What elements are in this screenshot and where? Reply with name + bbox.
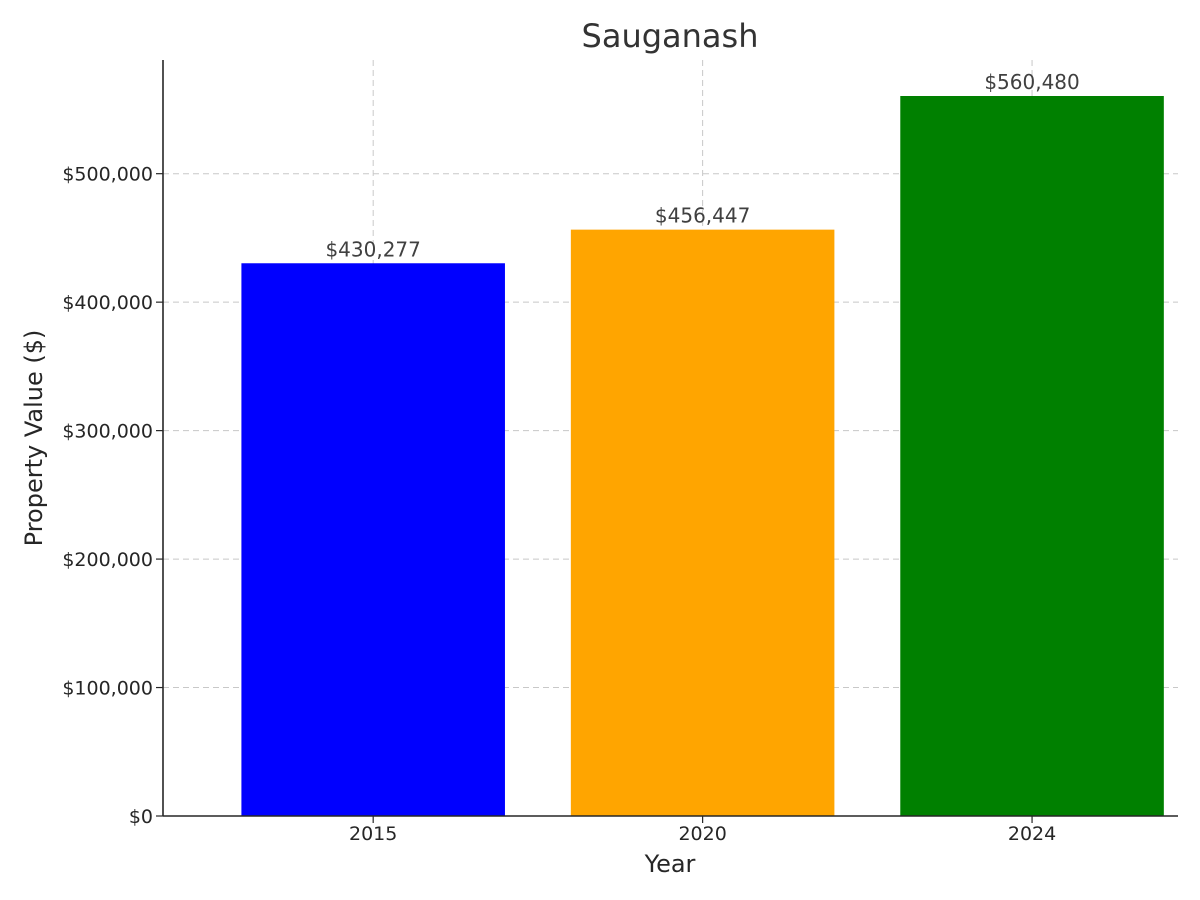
- y-tick-label: $400,000: [62, 292, 153, 314]
- y-tick-label: $0: [129, 806, 153, 828]
- axis-layer: [162, 60, 1178, 817]
- y-tick-label: $100,000: [62, 678, 153, 700]
- data-label: $456,447: [655, 204, 750, 228]
- y-tick-label: $500,000: [62, 164, 153, 186]
- chart-title: Sauganash: [582, 17, 759, 55]
- y-tick-label: $200,000: [62, 549, 153, 571]
- y-axis-label: Property Value ($): [20, 330, 48, 547]
- data-label-layer: $430,277 $456,447 $560,480: [325, 70, 1079, 261]
- data-label: $430,277: [325, 237, 420, 261]
- bar-2015: [241, 263, 505, 816]
- y-tick-layer: $0 $100,000 $200,000 $300,000 $400,000 $500,0…: [62, 164, 163, 828]
- bar-layer: [241, 96, 1164, 817]
- x-tick-label: 2015: [349, 823, 397, 845]
- x-tick-label: 2024: [1008, 823, 1056, 845]
- x-tick-label: 2020: [678, 823, 726, 845]
- bar-2024: [900, 96, 1164, 816]
- data-label: $560,480: [984, 70, 1079, 94]
- x-tick-layer: 2015 2020 2024: [349, 816, 1056, 845]
- x-axis-label: Year: [644, 850, 696, 878]
- y-tick-label: $300,000: [62, 421, 153, 443]
- bar-2020: [570, 229, 835, 817]
